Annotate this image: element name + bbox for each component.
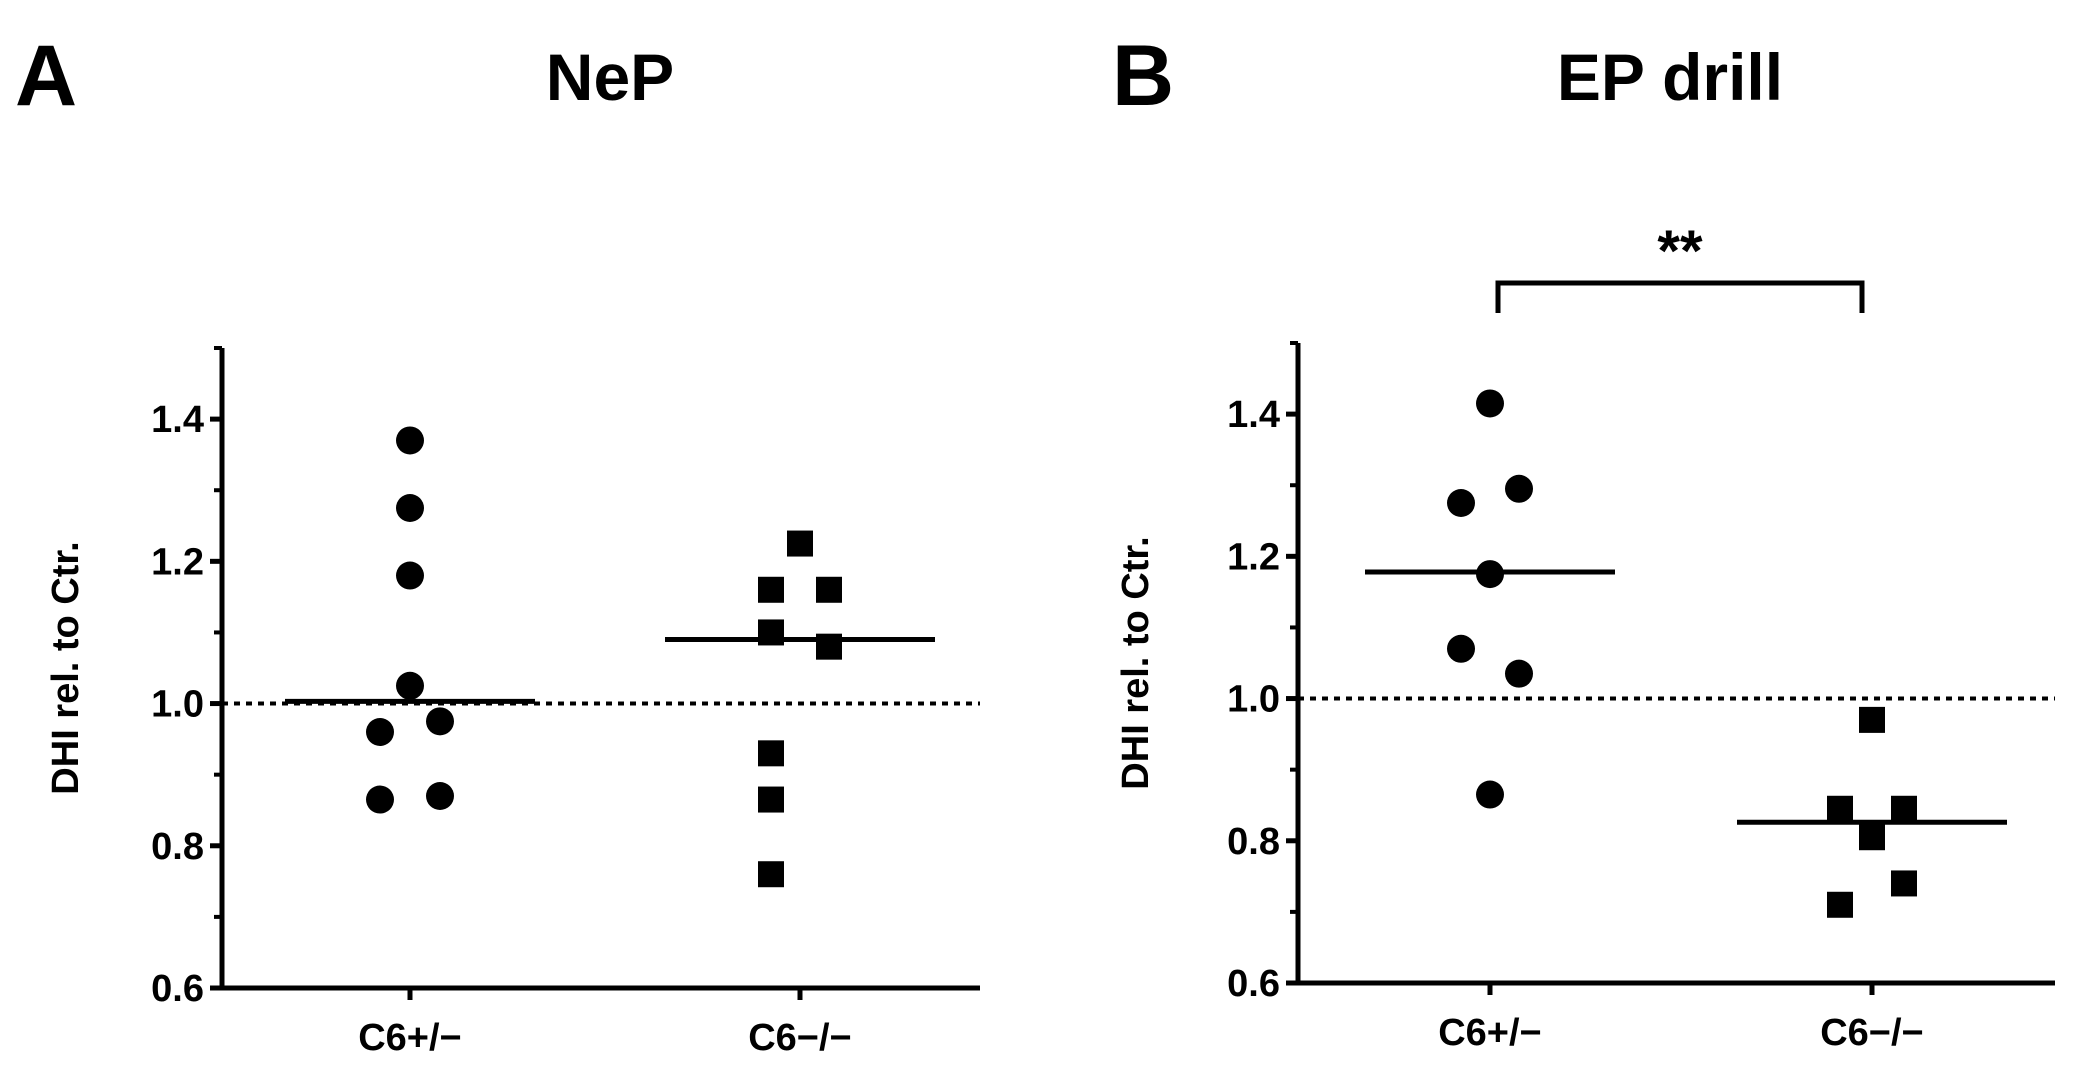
panel-b-letter: B xyxy=(1112,28,1174,124)
panel-b-point-ko xyxy=(1827,795,1853,822)
panel-a-point-ko xyxy=(758,740,784,767)
panel-b-ytick-label: 1.0 xyxy=(1227,679,1280,721)
panel-b-significance-bracket xyxy=(1495,280,1865,313)
panel-a-point-het xyxy=(366,718,394,746)
panel-a-ytick-label: 1.2 xyxy=(151,541,204,583)
panel-a-point-ko xyxy=(758,786,784,813)
panel-b-significance-label: ** xyxy=(1657,219,1703,284)
panel-a-ytick-label: 0.8 xyxy=(151,826,204,868)
panel-a-point-het xyxy=(366,785,394,814)
panel-a-point-het xyxy=(396,561,424,590)
panel-b-category-label: C6+/− xyxy=(1438,1012,1542,1054)
panel-b-point-het xyxy=(1505,659,1533,688)
panel-b-point-het xyxy=(1447,634,1475,663)
panel-a-category-label: C6+/− xyxy=(358,1017,462,1059)
panel-b-category-label: C6−/− xyxy=(1820,1012,1924,1054)
panel-b-y-label: DHI rel. to Ctr. xyxy=(1115,536,1157,789)
panel-a-point-ko xyxy=(816,576,842,603)
panel-a-point-het xyxy=(426,782,454,810)
panel-b-point-het xyxy=(1476,389,1504,418)
panel-b-point-ko xyxy=(1859,706,1885,733)
panel-b-point-het xyxy=(1505,474,1533,503)
panel-b-ytick-label: 1.4 xyxy=(1227,394,1280,436)
panel-b-point-ko xyxy=(1891,870,1917,897)
panel-a-point-het xyxy=(396,426,424,455)
panel-b-ytick-label: 0.6 xyxy=(1227,963,1280,1005)
panel-a-point-ko xyxy=(787,530,813,557)
panel-a-point-het xyxy=(396,494,424,522)
panel-a-point-het xyxy=(396,671,424,700)
panel-b-point-ko xyxy=(1859,824,1885,851)
panel-a-letter: A xyxy=(15,28,77,124)
panel-a-title: NeP xyxy=(546,40,674,114)
panel-b-point-ko xyxy=(1891,795,1917,822)
panel-a-ytick-label: 0.6 xyxy=(151,968,204,1010)
panel-a-ytick-label: 1.4 xyxy=(151,399,204,441)
panel-a-point-ko xyxy=(758,576,784,603)
panel-b-title: EP drill xyxy=(1557,40,1783,114)
panel-a-point-ko xyxy=(758,861,784,888)
panel-a-category-label: C6−/− xyxy=(748,1017,852,1059)
panel-b-point-het xyxy=(1447,489,1475,517)
panel-b-point-ko xyxy=(1827,891,1853,918)
panel-b-point-het xyxy=(1476,780,1504,809)
panel-b-ytick-label: 0.8 xyxy=(1227,821,1280,863)
panel-a-y-label: DHI rel. to Ctr. xyxy=(45,541,87,794)
panel-a-point-het xyxy=(426,707,454,736)
panel-a-ytick-label: 1.0 xyxy=(151,684,204,726)
panel-b-ytick-label: 1.2 xyxy=(1227,536,1280,578)
